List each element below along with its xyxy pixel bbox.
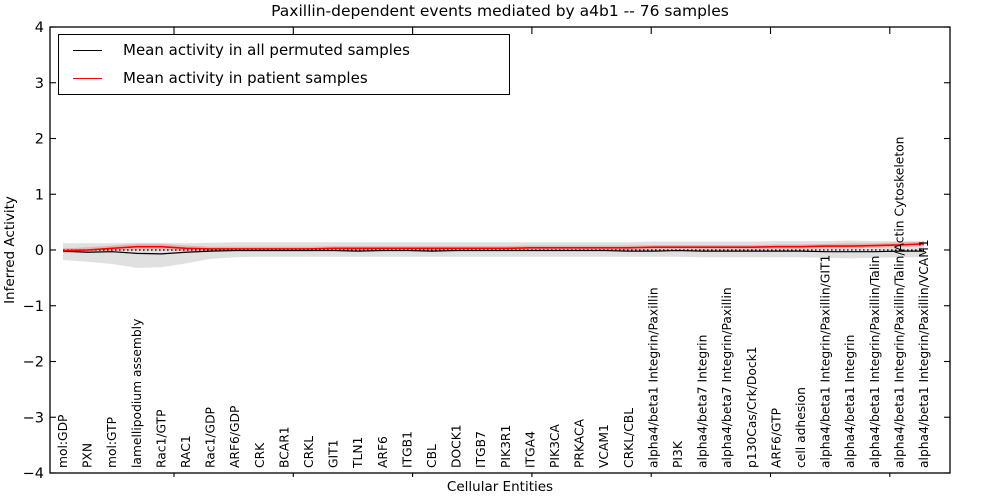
x-tick-label: cell adhesion: [794, 387, 808, 468]
x-tick-label: PRKACA: [573, 418, 587, 468]
x-axis-ticks: [173, 27, 891, 477]
y-axis-label: Inferred Activity: [2, 196, 18, 304]
x-tick-label: alpha4/beta1 Integrin/Paxillin/VCAM1: [917, 239, 931, 468]
x-tick-label: DOCK1: [450, 424, 464, 468]
axes-spines: [49, 26, 951, 474]
x-tick-label: Rac1/GTP: [154, 409, 168, 468]
x-tick-label: lamellipodium assembly: [130, 319, 144, 468]
x-tick-label: ITGB7: [474, 431, 488, 468]
x-tick-label: ARF6/GDP: [228, 406, 242, 468]
y-tick-label: −3: [23, 410, 44, 426]
y-tick-label: 1: [35, 187, 44, 203]
x-tick-label: alpha4/beta1 Integrin/Paxillin/Talin/Act…: [892, 137, 906, 468]
legend-entry-patient: Mean activity in patient samples: [73, 68, 509, 90]
y-tick-label: 2: [35, 132, 44, 148]
x-tick-label: CRK: [253, 442, 267, 468]
legend: Mean activity in all permuted samples Me…: [58, 34, 510, 95]
x-tick-label: alpha4/beta1 Integrin/Paxillin: [646, 287, 660, 468]
x-tick-label: ARF6: [376, 436, 390, 468]
y-axis-ticks: 4 3 2 1 0 −1 −2 −3 −4: [23, 20, 950, 482]
x-axis-label: Cellular Entities: [446, 479, 554, 495]
x-tick-label: ITGA4: [523, 431, 537, 468]
y-tick-label: −4: [23, 466, 44, 482]
x-tick-label: PIK3CA: [548, 423, 562, 468]
chart-title: Paxillin-dependent events mediated by a4…: [271, 2, 729, 20]
x-tick-label: GIT1: [327, 440, 341, 469]
x-tick-label: alpha4/beta1 Integrin/Paxillin/GIT1: [819, 255, 833, 468]
permuted-mean-line: [62, 249, 924, 255]
patient-mean-line: [62, 243, 925, 252]
x-tick-label: p130Cas/Crk/Dock1: [745, 346, 759, 468]
legend-entry-permuted: Mean activity in all permuted samples: [73, 40, 509, 62]
x-tick-label: Rac1/GDP: [204, 407, 218, 468]
x-tick-label: alpha4/beta1 Integrin: [843, 335, 857, 468]
y-tick-label: 0: [35, 243, 44, 259]
x-tick-label: ITGB1: [400, 431, 414, 468]
x-tick-label: alpha4/beta7 Integrin/Paxillin: [720, 287, 734, 468]
x-tick-label: mol:GDP: [56, 415, 70, 468]
x-tick-label: CRKL/CBL: [622, 408, 636, 468]
x-tick-label: PXN: [81, 443, 95, 468]
x-tick-label: alpha4/beta7 Integrin: [696, 335, 710, 468]
x-tick-label: PI3K: [671, 440, 685, 468]
x-tick-labels: mol:GDP PXN mol:GTP lamellipodium assembly R…: [56, 137, 931, 469]
x-tick-label: VCAM1: [597, 424, 611, 468]
y-tick-label: 3: [35, 76, 44, 92]
x-tick-label: ARF6/GTP: [769, 408, 783, 468]
x-tick-label: PIK3R1: [499, 425, 513, 468]
legend-label-patient: Mean activity in patient samples: [123, 69, 368, 87]
x-tick-label: CRKL: [302, 436, 316, 468]
permuted-line-swatch: [73, 50, 102, 51]
x-tick-label: TLN1: [351, 437, 365, 469]
y-tick-label: −2: [23, 355, 44, 371]
x-tick-label: CBL: [425, 444, 439, 468]
x-tick-label: BCAR1: [277, 426, 291, 468]
x-tick-label: RAC1: [179, 435, 193, 468]
legend-label-permuted: Mean activity in all permuted samples: [123, 41, 410, 59]
patient-line-swatch: [73, 78, 102, 79]
x-tick-label: mol:GTP: [105, 417, 119, 468]
x-tick-label: alpha4/beta1 Integrin/Paxillin/Talin: [868, 256, 882, 468]
patient-samples-std-band: [63, 241, 924, 253]
y-tick-label: −1: [23, 299, 44, 315]
y-tick-label: 4: [35, 20, 44, 36]
